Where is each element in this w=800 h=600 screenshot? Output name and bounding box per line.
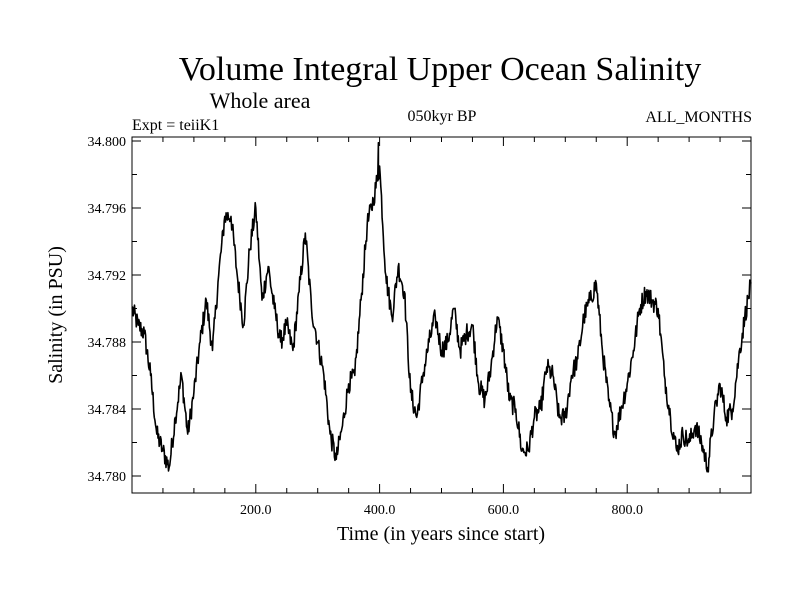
period-label: 050kyr BP (408, 108, 477, 125)
y-tick-label: 34.800 (88, 135, 127, 150)
y-tick-label: 34.792 (88, 269, 127, 284)
chart-title: Volume Integral Upper Ocean Salinity (179, 51, 701, 88)
y-tick-label: 34.788 (88, 336, 127, 351)
chart-subtitle: Whole area (210, 88, 311, 113)
x-tick-label: 800.0 (611, 503, 643, 518)
y-tick-label: 34.784 (88, 403, 127, 418)
x-tick-label: 400.0 (364, 503, 396, 518)
axis-ticks (132, 137, 751, 493)
plot-frame (131, 136, 752, 494)
experiment-label: Expt = teiiK1 (132, 117, 219, 134)
x-tick-label: 200.0 (240, 503, 272, 518)
months-label: ALL_MONTHS (645, 109, 752, 126)
x-axis-label: Time (in years since start) (337, 523, 545, 545)
salinity-series-line (131, 141, 752, 473)
y-axis-label: Salinity (in PSU) (45, 246, 67, 384)
x-tick-label: 600.0 (488, 503, 520, 518)
y-tick-label: 34.796 (88, 202, 127, 217)
y-tick-label: 34.780 (88, 470, 127, 485)
axis-tick-labels: 34.780 34.784 34.788 34.792 34.796 34.800 200.… (88, 135, 643, 518)
